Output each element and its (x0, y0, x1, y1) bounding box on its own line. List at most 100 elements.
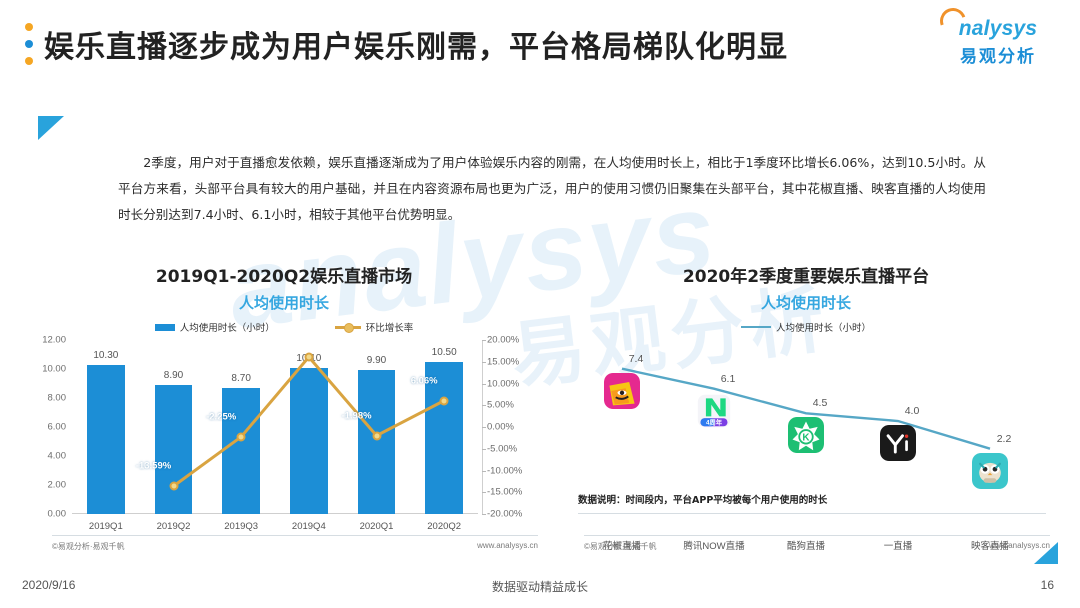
left-chart-line-series (172, 354, 445, 488)
left-chart-ytick: 4.00 (47, 450, 67, 462)
left-chart-y2-tickmark (482, 492, 486, 494)
right-chart-panel: 2020年2季度重要娱乐直播平台 人均使用时长 人均使用时长（小时） 7.4 花椒… (556, 262, 1056, 552)
right-chart-point-value: 6.1 (720, 372, 736, 385)
left-chart-plot: 0.00 2.00 4.00 6.00 8.00 10.00 12.00 -20.00% -15… (24, 335, 544, 536)
left-chart-y2tick: -5.00% (487, 443, 518, 455)
left-chart-legend: 人均使用时长（小时） 环比增长率 (24, 320, 544, 334)
blue-triangle-decoration-icon (38, 116, 64, 140)
footer-date: 2020/9/16 (22, 578, 76, 592)
right-panel-url: www.analysys.cn (989, 541, 1050, 550)
blue-triangle-bottom-right-icon (1034, 542, 1058, 564)
left-chart-y2tick: 10.00% (487, 378, 520, 389)
left-chart-y2tick: -15.00% (487, 486, 523, 498)
now-live-app-icon: 4周年 (696, 392, 732, 429)
footer-slogan: 数据驱动精益成长 (491, 580, 589, 594)
left-chart-bar-value: 9.90 (366, 355, 387, 367)
left-chart-xtick: 2019Q3 (224, 521, 259, 532)
right-chart-xtick: 花椒直播 (602, 541, 642, 552)
right-chart-subtitle: 人均使用时长 (760, 294, 851, 312)
left-chart-line-marker (236, 432, 246, 442)
right-chart-axis-area: 7.4 花椒直播 6.1 4周年 腾讯NOW直播 4.5 K 酷狗直播 4.0 一直播 2.2 映客直… (576, 340, 1036, 552)
yizhibo-app-icon (880, 425, 916, 461)
left-chart-y2tick: 15.00% (487, 356, 520, 368)
left-chart-y2-tickmark (482, 383, 486, 385)
right-chart-point-value: 7.4 (628, 352, 644, 365)
left-chart-growth-label: 6.06% (410, 375, 438, 387)
left-chart-y2tick: -20.00% (487, 508, 523, 520)
left-chart-y2-tickmark (482, 361, 486, 363)
left-chart-xtick: 2020Q1 (359, 521, 394, 532)
left-chart-line-marker (304, 352, 314, 362)
logo-wordmark-cn: 易观分析 (960, 47, 1036, 67)
left-chart-ytick: 2.00 (47, 479, 67, 491)
right-chart-title: 2020年2季度重要娱乐直播平台 (682, 267, 930, 287)
legend-item-bar: 人均使用时长（小时） (154, 320, 275, 334)
legend-item-line-right: 人均使用时长（小时） (740, 320, 871, 334)
logo-wordmark-en: nalysys (935, 3, 1054, 40)
left-chart-bar (222, 387, 261, 514)
inke-app-icon (972, 452, 1008, 489)
dot-blue-middle-icon (24, 40, 33, 48)
body-paragraph: 2季度，用户对于直播愈发依赖，娱乐直播逐渐成为了用户体验娱乐内容的刚需，在人均使… (118, 155, 986, 222)
left-chart-y2tick: 20.00% (487, 334, 520, 346)
right-chart-point-value: 4.5 (812, 397, 828, 410)
left-panel-footer: ©易观分析·易观千帆 www.analysys.cn (52, 535, 538, 552)
left-chart-title: 2019Q1-2020Q2娱乐直播市场 (155, 267, 413, 287)
left-chart-bar-value: 8.90 (163, 369, 184, 381)
legend-item-line: 环比增长率 (334, 320, 414, 334)
left-chart-bar (86, 364, 125, 514)
right-chart-plot: 7.4 花椒直播 6.1 4周年 腾讯NOW直播 4.5 K 酷狗直播 4.0 一直播 2.2 映客直… (556, 340, 1056, 552)
right-chart-note: 数据说明：时间段内，平台APP平均被每个用户使用的时长 (578, 495, 828, 506)
left-chart-bar (357, 370, 396, 514)
right-chart-point-value: 4.0 (904, 405, 920, 417)
right-chart-xtick: 一直播 (883, 541, 913, 552)
left-chart-subtitle: 人均使用时长 (238, 294, 329, 312)
left-chart-growth-label: -13.59% (135, 460, 172, 472)
left-chart-axis-area: 0.00 2.00 4.00 6.00 8.00 10.00 12.00 -20.00% -15… (42, 335, 522, 533)
left-chart-growth-label: -1.98% (341, 410, 372, 422)
legend-bar-label: 人均使用时长（小时） (179, 323, 275, 334)
legend-line-swatch-right-icon (740, 325, 771, 329)
left-chart-xtick: 2019Q1 (88, 521, 123, 532)
left-chart-xtick: 2019Q4 (291, 521, 326, 532)
left-panel-copyright: ©易观分析·易观千帆 (52, 542, 125, 551)
legend-bar-swatch-icon (154, 323, 175, 331)
left-chart-xtick: 2020Q2 (427, 521, 462, 532)
right-panel-footer: ©易观分析·易观千帆 www.analysys.cn (584, 535, 1050, 552)
legend-line-label: 环比增长率 (365, 323, 414, 334)
left-chart-xtick: 2019Q2 (156, 521, 191, 532)
huajiao-app-icon (604, 372, 640, 409)
slide-footer: 2020/9/16 数据驱动精益成长 16 (0, 570, 1080, 608)
footer-page-number: 16 (1040, 578, 1054, 592)
right-chart-legend: 人均使用时长（小时） (556, 320, 1056, 334)
right-chart-point-value: 2.2 (996, 432, 1012, 445)
left-chart-line-marker (372, 431, 381, 441)
right-chart-line-series (621, 367, 991, 450)
slide-header: 娱乐直播逐步成为用户娱乐刚需，平台格局梯队化明显 nalysys 易观分析 (0, 0, 1080, 80)
right-panel-copyright: ©易观分析·易观千帆 (584, 542, 657, 551)
analysys-logo: nalysys 易观分析 (935, 3, 1054, 67)
left-chart-y2-tickmark (482, 405, 486, 407)
legend-line-label-right: 人均使用时长（小时） (775, 323, 871, 334)
right-chart-xtick: 酷狗直播 (786, 541, 826, 552)
left-chart-baseline (72, 513, 478, 514)
left-chart-y2-tickmark (482, 514, 486, 515)
left-chart-ytick: 6.00 (47, 421, 67, 433)
right-chart-xtick: 腾讯NOW直播 (683, 541, 745, 552)
left-chart-y2-tickmark (482, 340, 486, 341)
left-chart-y2tick: 0.00% (487, 421, 514, 433)
left-chart-bar (154, 384, 193, 514)
left-chart-y2-tickmark (482, 448, 486, 450)
left-chart-ytick: 10.00 (42, 363, 66, 375)
dot-orange-bottom-icon (24, 57, 33, 65)
left-chart-y2tick: 5.00% (487, 399, 514, 411)
left-chart-y2-tickmark (482, 470, 486, 472)
right-chart-xtick: 映客直播 (970, 541, 1010, 552)
right-chart-divider (578, 513, 1046, 514)
left-chart-line-marker (439, 396, 449, 406)
left-chart-line-marker (169, 481, 178, 491)
left-chart-bar-value: 10.30 (93, 349, 119, 361)
left-chart-bar-value: 8.70 (231, 372, 251, 384)
legend-line-swatch-icon (334, 323, 361, 333)
